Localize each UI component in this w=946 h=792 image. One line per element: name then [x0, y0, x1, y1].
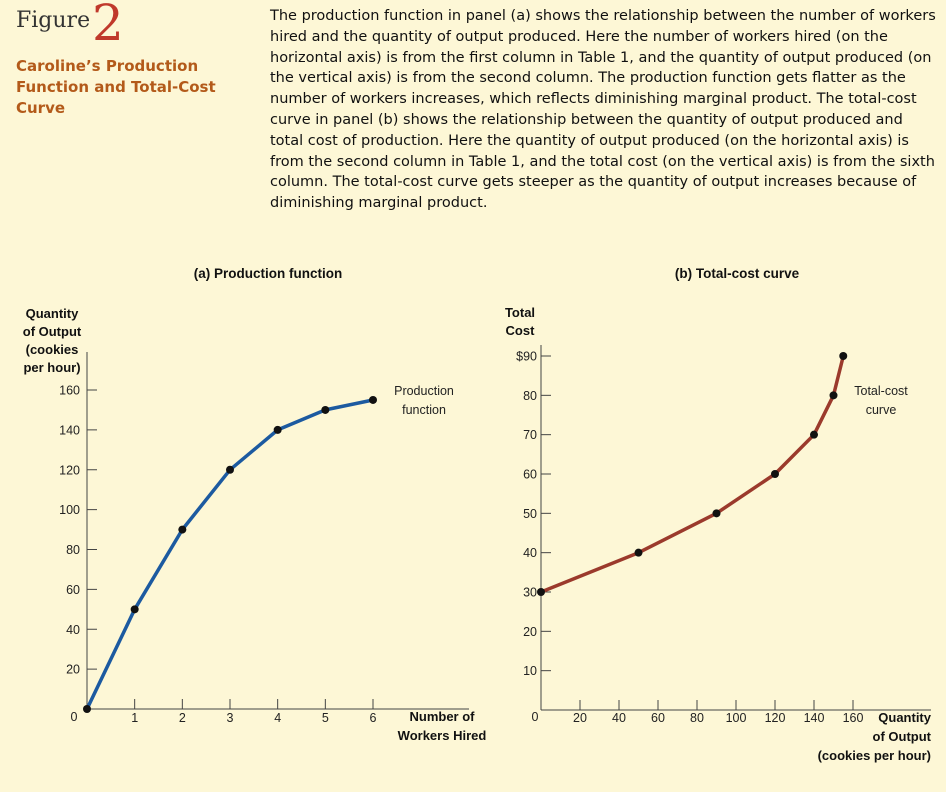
panel-b-x-tick-label: 60	[651, 711, 665, 725]
panel-b-data-point	[771, 470, 779, 478]
panel-b-x-tick-label: 140	[804, 711, 825, 725]
panel-b-x-tick-label: 160	[843, 711, 864, 725]
panel-b-ylabel: Total	[505, 305, 535, 320]
panel-b-y-tick-label: 10	[523, 664, 537, 678]
figure-title-line: Curve	[16, 99, 66, 117]
panel-b-x-tick-label: 120	[765, 711, 786, 725]
panel-b-xlabel: Quantity	[878, 710, 931, 725]
panel-b-data-point	[712, 509, 721, 518]
panel-a-y-tick-label: 40	[66, 623, 80, 637]
panel-a-x-tick-label: 2	[179, 711, 186, 725]
panel-b-data-point	[537, 588, 545, 596]
panel-b-y-tick-label: $90	[516, 350, 537, 364]
panel-b-y-tick-label: 50	[523, 507, 537, 521]
panel-b-x-tick-label: 0	[532, 710, 539, 724]
panel-a-y-tick-label: 80	[66, 543, 80, 557]
panel-b-data-point	[829, 391, 838, 400]
panel-b-y-tick-label: 20	[523, 625, 537, 639]
panel-a-y-tick-label: 140	[59, 423, 80, 437]
panel-a-x-tick-label: 3	[227, 711, 234, 725]
panel-a-y-tick-label: 20	[66, 663, 80, 677]
panel-b-y-tick-label: 80	[523, 389, 537, 403]
panel-a-data-point	[369, 395, 377, 404]
panel-b-data-point	[634, 548, 643, 557]
panel-b-x-tick-label: 100	[726, 711, 747, 725]
panel-a-x-tick-label: 5	[322, 711, 329, 725]
panel-a-y-tick-label: 100	[59, 503, 80, 517]
figure-title-line: Caroline’s Production	[16, 57, 199, 75]
panel-b-title: (b) Total-cost curve	[675, 266, 800, 281]
panel-b-y-tick-label: 60	[523, 468, 537, 482]
panel-b-data-point	[839, 352, 848, 360]
panel-b-x-tick-label: 80	[690, 711, 704, 725]
panel-a-x-tick-label: 4	[274, 711, 281, 725]
panel-a-x-tick-label: 1	[131, 711, 138, 725]
panel-b-series-line	[539, 354, 846, 594]
figure-title-line: Function and Total-Cost	[16, 78, 216, 96]
panel-a-curve-label: Production	[394, 384, 454, 398]
panel-b-curve-label: curve	[866, 403, 897, 417]
panel-a-y-tick-label: 60	[66, 583, 80, 597]
panel-b-curve-label: Total-cost	[854, 384, 908, 398]
panel-b-x-tick-label: 20	[573, 711, 587, 725]
panel-b-x-tick-label: 40	[612, 711, 626, 725]
panel-b-data-point	[810, 430, 818, 439]
panel-a-ylabel: Quantity	[26, 306, 79, 321]
figure-number: 2	[92, 0, 124, 52]
panel-b-y-tick-label: 40	[523, 546, 537, 560]
panel-a-x-tick-label: 0	[71, 710, 78, 724]
figure-title: Caroline’s Production Function and Total…	[16, 56, 246, 119]
figure-word: Figure	[16, 8, 91, 33]
panel-a-y-tick-label: 160	[59, 384, 80, 398]
panel-a-series-line	[85, 398, 375, 711]
panel-a-title: (a) Production function	[194, 266, 342, 281]
panel-a-data-point	[130, 605, 139, 614]
figure-caption: The production function in panel (a) sho…	[270, 8, 936, 212]
panel-b-y-tick-label: 30	[523, 586, 537, 600]
panel-a-y-tick-label: 120	[59, 463, 80, 477]
panel-a-xlabel: Workers Hired	[398, 728, 487, 743]
panel-b-ylabel: Cost	[506, 323, 536, 338]
panel-a-xlabel: Number of	[410, 709, 476, 724]
panel-a-x-tick-label: 6	[370, 711, 377, 725]
panel-a-ylabel: of Output	[23, 324, 82, 339]
panel-a-data-point	[178, 525, 187, 534]
panel-b-y-tick-label: 70	[523, 428, 537, 442]
panel-a-ylabel: (cookies	[26, 342, 79, 357]
panel-a-ylabel: per hour)	[23, 360, 80, 375]
panel-a-data-point	[226, 465, 234, 474]
panel-a-data-point	[321, 405, 330, 414]
panel-b-xlabel: of Output	[873, 729, 932, 744]
panel-a-curve-label: function	[402, 403, 446, 417]
panel-b-xlabel: (cookies per hour)	[818, 748, 931, 763]
panel-a-data-point	[83, 705, 91, 713]
panel-a-data-point	[273, 425, 282, 434]
